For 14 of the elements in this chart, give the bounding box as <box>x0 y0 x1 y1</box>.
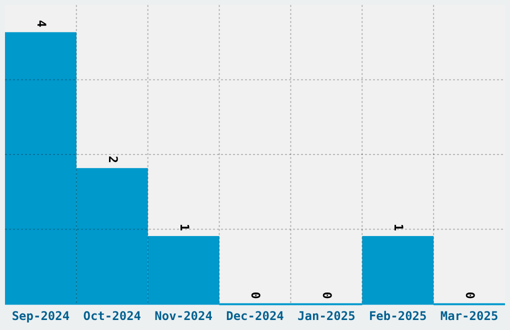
x-tick-label: Nov-2024 <box>154 309 212 323</box>
x-tick-label: Oct-2024 <box>83 309 142 323</box>
x-tick-label: Mar-2025 <box>440 309 498 323</box>
x-tick-label: Feb-2025 <box>368 309 427 323</box>
data-label: 0 <box>248 292 263 299</box>
data-label: 4 <box>34 20 48 28</box>
data-label: 0 <box>463 292 478 299</box>
data-label: 0 <box>320 292 334 299</box>
x-tick-label: Jan-2025 <box>298 309 356 323</box>
data-label: 1 <box>392 224 406 232</box>
x-tick-label: Sep-2024 <box>12 309 70 323</box>
data-label: 2 <box>106 156 120 164</box>
data-label: 1 <box>177 224 192 232</box>
x-tick-label: Dec-2024 <box>226 309 284 323</box>
